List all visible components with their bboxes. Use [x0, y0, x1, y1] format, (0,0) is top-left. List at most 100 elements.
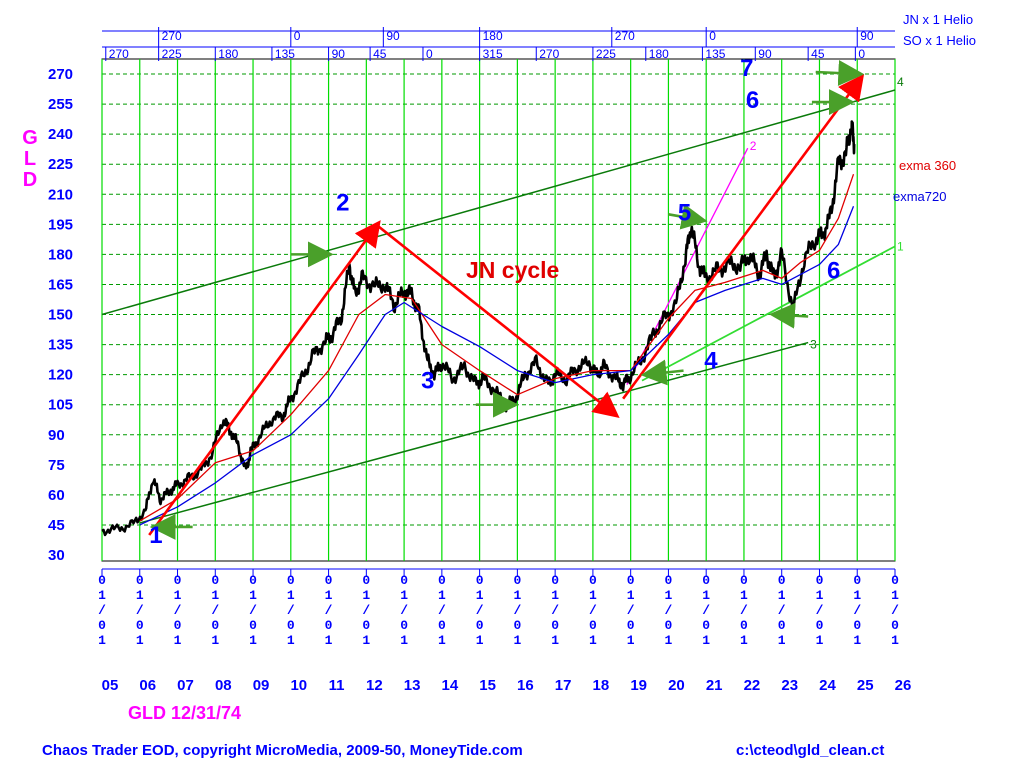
x-date-label: 0 1/0 1: [513, 573, 521, 648]
x-year-label: 09: [253, 677, 270, 694]
channel-line-4: [101, 89, 896, 316]
x-year-label: 13: [404, 677, 421, 694]
wave-label-3: 3: [421, 368, 434, 395]
x-year-label: 07: [177, 677, 194, 694]
y-tick-label: 30: [48, 547, 65, 564]
x-year-label: 21: [706, 677, 723, 694]
y-tick-label: 75: [48, 457, 65, 474]
wave-label-6: 6: [827, 257, 840, 284]
x-year-label: 06: [139, 677, 156, 694]
y-tick-label: 150: [48, 307, 73, 324]
so-scale-label: 180: [218, 47, 238, 61]
x-year-label: 24: [819, 677, 836, 694]
wave-label-2: 2: [336, 189, 349, 216]
so-scale-label: 0: [426, 47, 433, 61]
so-scale-label: 270: [539, 47, 559, 61]
so-scale-label: 45: [811, 47, 825, 61]
x-year-label: 15: [479, 677, 496, 694]
so-scale-label: 180: [649, 47, 669, 61]
x-year-label: 20: [668, 677, 685, 694]
x-year-label: 10: [290, 677, 307, 694]
x-date-label: 0 1/0 1: [249, 573, 257, 648]
channel-line-3: [139, 341, 809, 524]
x-date-label: 0 1/0 1: [853, 573, 861, 648]
so-scale-label: 225: [162, 47, 182, 61]
x-date-label: 0 1/0 1: [551, 573, 559, 648]
x-date-label: 0 1/0 1: [816, 573, 824, 648]
wave-label-5: 5: [678, 199, 691, 226]
x-date-label: 0 1/0 1: [98, 573, 106, 648]
jn-scale-label: 270: [162, 29, 182, 43]
chart-title: JN cycle: [466, 257, 559, 283]
x-date-label: 0 1/0 1: [174, 573, 182, 648]
wave-label-6: 6: [746, 87, 759, 114]
y-tick-label: 120: [48, 367, 73, 384]
series-layer: [101, 120, 856, 537]
jn-scale-label: 0: [709, 29, 716, 43]
pointer-arrow: [640, 359, 684, 386]
jn-scale-label: 270: [615, 29, 635, 43]
x-date-label: 0 1/0 1: [211, 573, 219, 648]
x-year-label: 16: [517, 677, 534, 694]
chart-grid: [101, 30, 896, 570]
x-date-label: 0 1/0 1: [891, 573, 899, 648]
so-scale-label: 135: [705, 47, 725, 61]
jn-scale-label: 0: [294, 29, 301, 43]
pointer-arrow: [815, 60, 865, 87]
pointer-arrow: [668, 203, 708, 230]
channel-line-label: 2: [750, 139, 757, 153]
wave-label-7: 7: [740, 55, 753, 82]
ema720-label: exma720: [893, 189, 946, 204]
cycle-arrows: [148, 73, 865, 536]
x-year-label: 05: [102, 677, 119, 694]
x-date-label: 0 1/0 1: [287, 573, 295, 648]
so-scale-label: 45: [373, 47, 387, 61]
cycle-arrow: [622, 73, 865, 400]
y-tick-label: 45: [48, 517, 65, 534]
x-axis-tick-labels: 0 1/0 1 05 0 1/0 1 06 0 1/0 1 07 0 1/0 1 08 0 1/0 1 09 0 1/0 1…: [98, 569, 911, 694]
x-date-label: 0 1/0 1: [136, 573, 144, 648]
copyright-text: Chaos Trader EOD, copyright MicroMedia, …: [42, 742, 523, 759]
x-date-label: 0 1/0 1: [702, 573, 710, 648]
x-year-label: 23: [781, 677, 798, 694]
y-tick-label: 270: [48, 66, 73, 83]
so-scale-label: 135: [275, 47, 295, 61]
y-tick-label: 225: [48, 156, 73, 173]
x-year-label: 08: [215, 677, 232, 694]
x-year-label: 18: [593, 677, 610, 694]
y-tick-label: 210: [48, 186, 73, 203]
x-year-label: 17: [555, 677, 572, 694]
y-tick-label: 60: [48, 487, 65, 504]
so-scale-label: 0: [858, 47, 865, 61]
x-date-label: 0 1/0 1: [325, 573, 333, 648]
wave-label-4: 4: [704, 348, 718, 375]
x-year-label: 14: [442, 677, 459, 694]
plot-area: [101, 58, 896, 562]
jn-scale-label: 180: [483, 29, 503, 43]
helio-label-so: SO x 1 Helio: [903, 33, 976, 48]
x-year-label: 11: [329, 677, 345, 694]
x-date-label: 0 1/0 1: [362, 573, 370, 648]
y-tick-label: 240: [48, 126, 73, 143]
x-date-label: 0 1/0 1: [665, 573, 673, 648]
series-exma-360: [139, 173, 855, 522]
x-year-label: 25: [857, 677, 874, 694]
top-degree-scales: 270 0 90 180 270 0 90 270 225 180 135 90 45 0 315 270 22…: [105, 27, 874, 61]
pointer-arrows: [149, 60, 865, 540]
x-date-label: 0 1/0 1: [400, 573, 408, 648]
x-date-label: 0 1/0 1: [476, 573, 484, 648]
wave-labels: 1 2 3 4 5 6 6 7: [149, 55, 840, 549]
channel-line-label: 4: [897, 75, 904, 89]
channel-line-label: 1: [897, 239, 904, 253]
y-tick-label: 180: [48, 246, 73, 263]
y-tick-label: 195: [48, 216, 73, 233]
so-scale-label: 315: [483, 47, 503, 61]
y-tick-label: 165: [48, 276, 73, 293]
y-axis-tick-labels: 30 45 60 75 90 105 120 135 150 165 180 195 210 225 240…: [48, 66, 73, 564]
y-tick-label: 255: [48, 96, 73, 113]
x-year-label: 22: [744, 677, 761, 694]
file-path-text: c:\cteod\gld_clean.ct: [736, 742, 884, 759]
y-tick-label: 135: [48, 337, 73, 354]
